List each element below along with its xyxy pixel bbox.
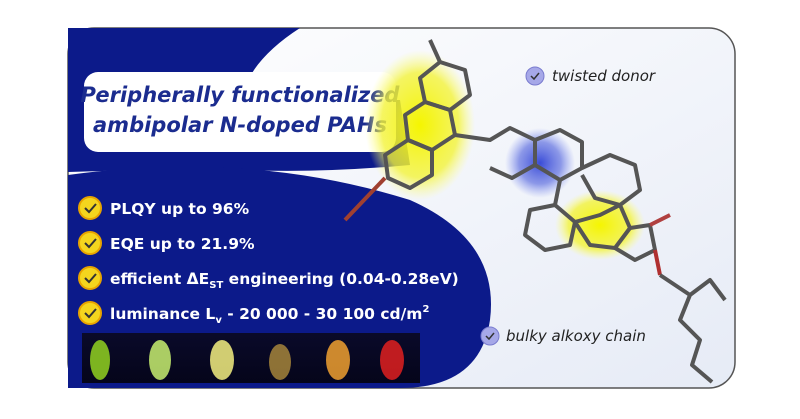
label-icon — [525, 66, 545, 86]
bullet-text: - 20 000 - 30 100 cd/m — [222, 305, 423, 323]
bullet-text: efficient ΔE — [110, 270, 209, 288]
bullet: PLQY up to 96% — [110, 200, 250, 218]
superscript: 2 — [422, 304, 429, 315]
bullet: EQE up to 21.9% — [110, 235, 255, 253]
title-line: ambipolar N-doped PAHs — [93, 113, 387, 137]
title-line: Peripherally functionalized — [81, 83, 401, 107]
label: twisted donor — [552, 67, 656, 85]
bullet: efficient ΔEST engineering (0.04-0.28eV) — [110, 270, 459, 291]
title-box — [84, 72, 396, 152]
label: bulky alkoxy chain — [506, 327, 646, 345]
subscript: ST — [209, 280, 223, 291]
vials — [82, 333, 420, 383]
bullet: luminance Lv - 20 000 - 30 100 cd/m2 — [110, 304, 429, 326]
bullet-text: luminance L — [110, 305, 215, 323]
subscript: v — [215, 315, 222, 326]
bullet-list: PLQY up to 96% EQE up to 21.9% efficient… — [78, 196, 459, 326]
molecule — [343, 39, 727, 384]
bullet-backdrop — [68, 166, 491, 388]
bullet-text: PLQY up to 96% — [110, 200, 250, 218]
bullet-text: engineering (0.04-0.28eV) — [223, 270, 459, 288]
label-icon — [480, 326, 500, 346]
bullet-text: EQE up to 21.9% — [110, 235, 255, 253]
